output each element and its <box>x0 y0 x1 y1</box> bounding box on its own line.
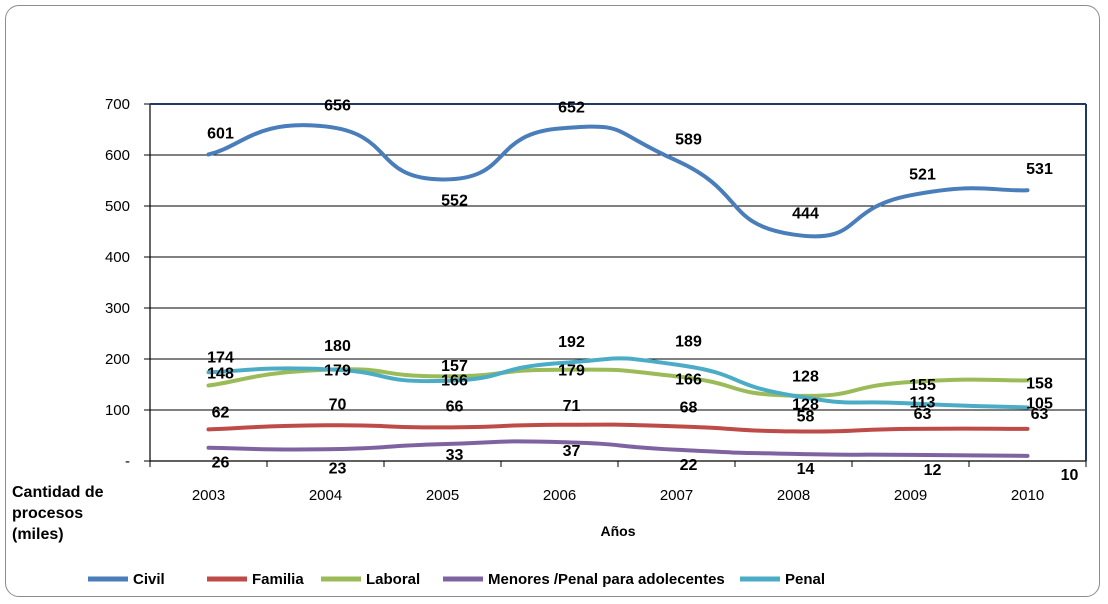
series-line-penal <box>206 356 1030 410</box>
y-tick-label: 200 <box>105 351 130 368</box>
data-label-menores-penal-para-adolecentes: 23 <box>329 460 347 477</box>
y-tick-label: 700 <box>105 96 130 113</box>
y-tick-label: 100 <box>105 402 130 419</box>
y-axis-title: Cantidad de <box>12 484 104 501</box>
data-label-laboral: 166 <box>441 372 468 389</box>
series-line-civil <box>206 123 1030 239</box>
x-tick-label: 2003 <box>192 487 225 504</box>
data-label-laboral: 155 <box>909 377 936 394</box>
data-label-penal: 113 <box>910 394 936 411</box>
y-tick-label: 600 <box>105 147 130 164</box>
x-tick-label: 2007 <box>660 487 693 504</box>
y-tick-label: - <box>125 453 130 470</box>
data-label-laboral: 179 <box>324 363 351 380</box>
data-label-laboral: 128 <box>792 397 819 414</box>
data-label-familia: 63 <box>1031 406 1049 423</box>
data-label-menores-penal-para-adolecentes: 26 <box>212 455 230 472</box>
x-tick-label: 2004 <box>309 487 342 504</box>
data-label-civil: 656 <box>324 97 351 114</box>
data-label-civil: 531 <box>1026 161 1053 178</box>
legend-label-familia: Familia <box>252 571 304 588</box>
data-label-civil: 521 <box>909 166 936 183</box>
data-label-familia: 63 <box>914 406 932 423</box>
legend-label-laboral: Laboral <box>366 571 420 588</box>
data-label-menores-penal-para-adolecentes: 37 <box>563 443 581 460</box>
y-axis-title: procesos <box>12 505 83 522</box>
data-label-laboral: 148 <box>207 366 234 383</box>
data-label-familia: 62 <box>212 404 230 421</box>
data-label-civil: 652 <box>558 99 585 116</box>
y-tick-label: 500 <box>105 198 130 215</box>
data-label-familia: 70 <box>329 396 347 413</box>
x-axis-title: Años <box>601 523 636 539</box>
data-label-penal: 189 <box>675 334 702 351</box>
legend-label-menores-penal-para-adolecentes: Menores /Penal para adolecentes <box>488 571 725 588</box>
data-label-menores-penal-para-adolecentes: 22 <box>680 457 698 474</box>
y-tick-label: 400 <box>105 249 130 266</box>
data-label-civil: 601 <box>207 125 234 142</box>
data-label-menores-penal-para-adolecentes: 10 <box>1061 467 1079 484</box>
data-label-menores-penal-para-adolecentes: 33 <box>446 447 464 464</box>
data-label-familia: 66 <box>446 398 464 415</box>
data-label-laboral: 166 <box>675 371 702 388</box>
data-label-familia: 71 <box>563 398 581 415</box>
legend-label-penal: Penal <box>785 571 825 588</box>
data-label-civil: 552 <box>441 192 468 209</box>
data-label-civil: 444 <box>792 206 819 223</box>
data-label-penal: 157 <box>441 358 468 375</box>
x-tick-label: 2010 <box>1011 487 1044 504</box>
x-tick-label: 2008 <box>777 487 810 504</box>
data-label-familia: 68 <box>680 399 698 416</box>
x-tick-label: 2005 <box>426 487 459 504</box>
data-label-penal: 128 <box>792 369 819 386</box>
data-label-penal: 105 <box>1026 395 1053 412</box>
x-tick-label: 2006 <box>543 487 576 504</box>
data-label-civil: 589 <box>675 132 702 149</box>
data-label-penal: 192 <box>558 334 585 351</box>
series-line-menores-penal-para-adolecentes <box>206 439 1030 458</box>
data-label-laboral: 179 <box>558 363 585 380</box>
data-label-menores-penal-para-adolecentes: 12 <box>924 462 942 479</box>
data-label-penal: 174 <box>207 349 234 366</box>
y-axis-title: (miles) <box>12 526 64 543</box>
x-tick-label: 2009 <box>894 487 927 504</box>
series-line-familia <box>206 422 1030 434</box>
series-line-laboral <box>206 367 1030 398</box>
data-label-laboral: 158 <box>1026 375 1053 392</box>
y-tick-label: 300 <box>105 300 130 317</box>
data-label-penal: 180 <box>324 338 351 355</box>
data-label-menores-penal-para-adolecentes: 14 <box>797 461 815 478</box>
data-label-familia: 58 <box>797 408 815 425</box>
legend-label-civil: Civil <box>133 571 165 588</box>
